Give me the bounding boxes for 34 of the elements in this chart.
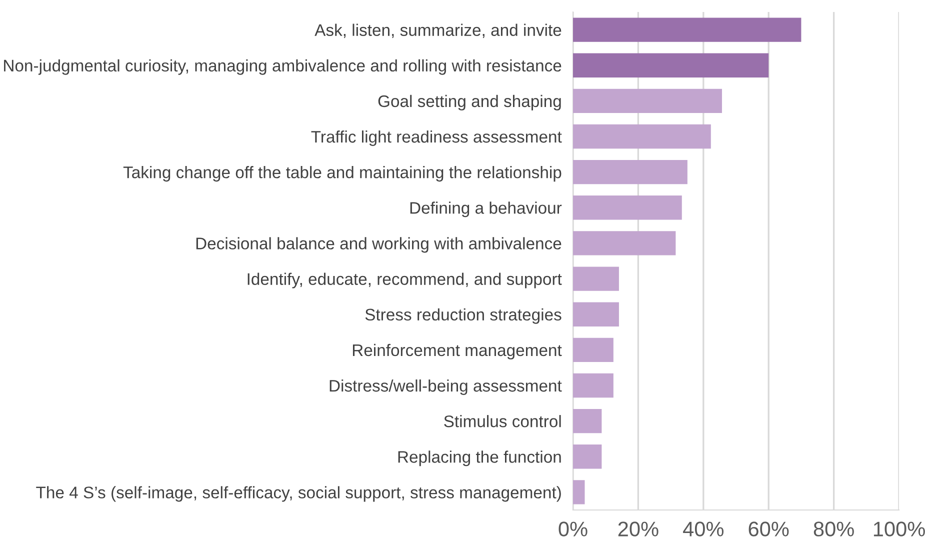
bar xyxy=(573,408,602,434)
y-tick-label: Traffic light readiness assessment xyxy=(311,130,562,146)
bar xyxy=(573,160,688,184)
bar xyxy=(573,373,614,398)
bar xyxy=(573,302,619,326)
y-tick-label: Defining a behaviour xyxy=(410,202,562,218)
y-tick-label: Non-judgmental curiosity, managing ambivalence and rolling with resistance xyxy=(4,59,562,75)
bar xyxy=(573,18,802,42)
x-tick-label: 80% xyxy=(814,522,854,536)
y-tick-label: Identify, educate, recommend, and support xyxy=(248,272,562,288)
y-tick-label: Taking change off the table and maintaining the relationship xyxy=(123,166,562,182)
bar xyxy=(573,53,769,78)
bar xyxy=(573,338,614,362)
x-tick-label: 20% xyxy=(618,522,658,536)
y-tick-label: Reinforcement management xyxy=(352,344,562,360)
bar xyxy=(573,444,602,469)
y-tick-label: Stimulus control xyxy=(444,415,561,428)
y-tick-label: Goal setting and shaping xyxy=(378,94,561,110)
bar xyxy=(573,266,619,291)
y-tick-label: Ask, listen, summarize, and invite xyxy=(314,24,562,38)
y-tick-label: Replacing the function xyxy=(398,450,561,466)
bar xyxy=(573,196,682,220)
x-tick-label: 0% xyxy=(558,522,588,536)
x-tick-label: 40% xyxy=(683,522,724,536)
y-tick-label: Distress/well-being assessment xyxy=(330,379,562,395)
y-tick-label: Stress reduction strategies xyxy=(365,308,562,324)
bar xyxy=(573,88,722,114)
bar xyxy=(573,480,585,504)
x-tick-label: 60% xyxy=(748,522,789,536)
y-tick-label: The 4 S’s (self-image, self-efficacy, social support, stress management) xyxy=(36,486,561,502)
x-tick-label: 100% xyxy=(874,522,925,536)
bar xyxy=(573,124,711,149)
y-tick-label: Decisional balance and working with ambivalence xyxy=(196,237,562,253)
bar xyxy=(573,231,676,256)
